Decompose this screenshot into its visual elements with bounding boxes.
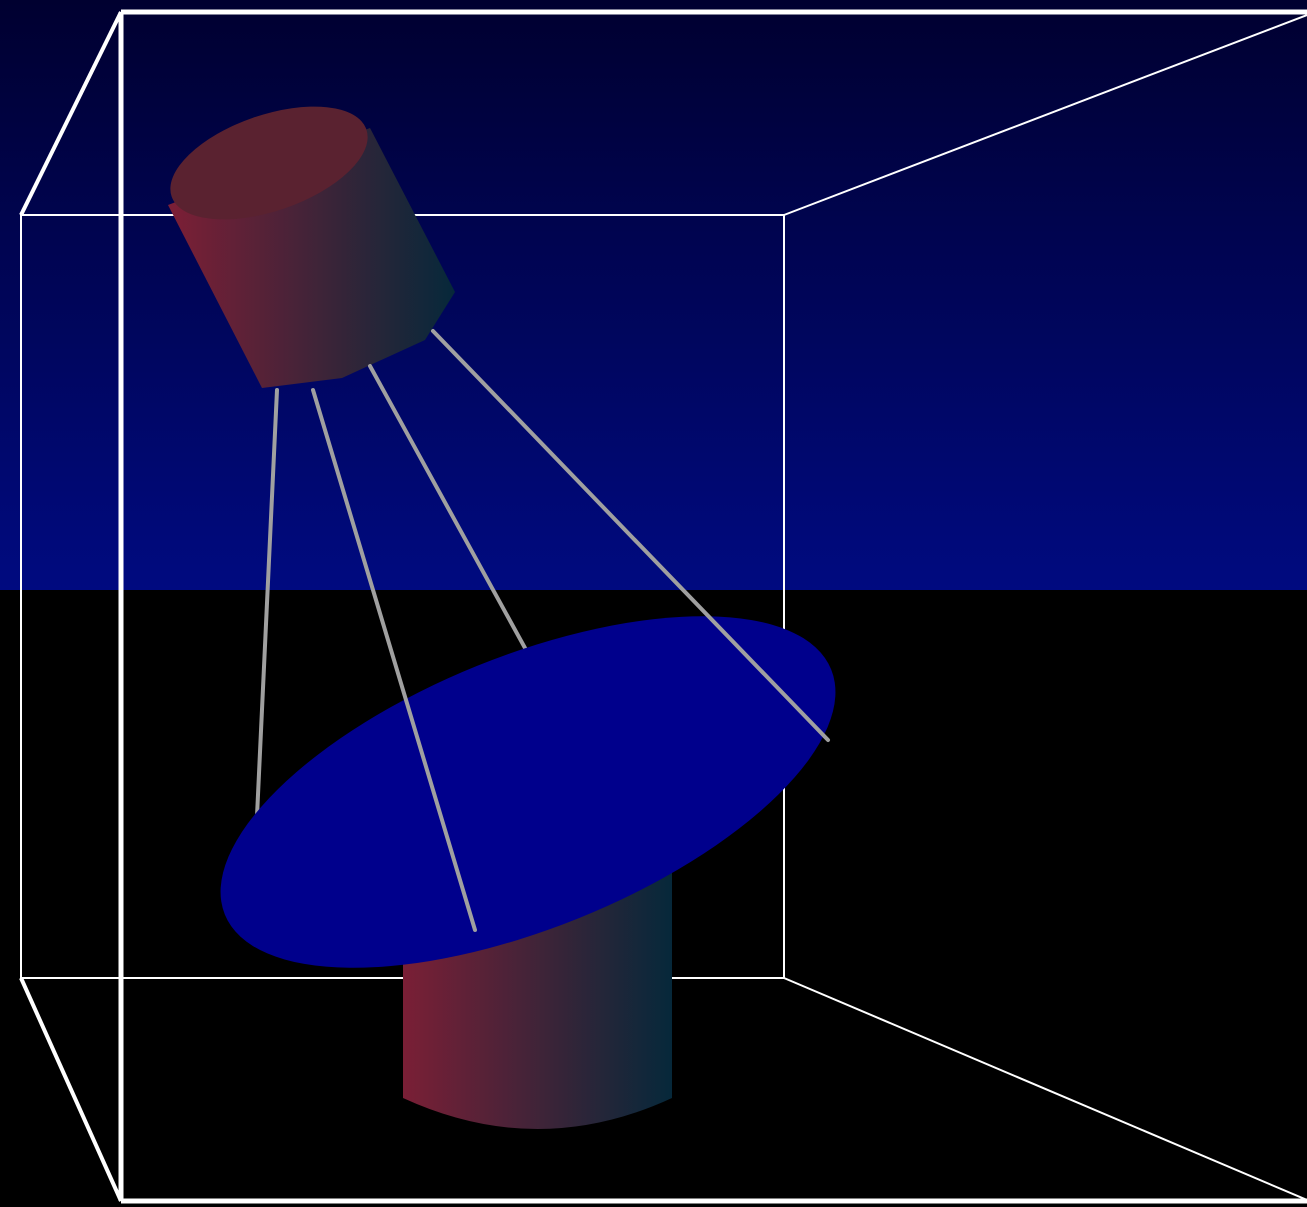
strut-1 [255,388,279,818]
box-edge-bottom-right [783,977,1307,1201]
support-struts-front [311,329,830,932]
strut-4 [431,329,830,742]
dish-reflector [220,616,836,968]
box-edge-top-left [19,11,123,216]
strut-2 [311,388,477,932]
strut-3 [368,364,538,670]
support-struts-back [255,364,538,818]
box-edge-top-right [783,14,1307,216]
feed-horn-top-face [170,106,368,220]
feed-horn-cylinder [168,106,455,388]
sky-background [0,0,1307,590]
box-edge-bottom-left [19,977,123,1202]
wireframe-box [19,9,1307,1204]
